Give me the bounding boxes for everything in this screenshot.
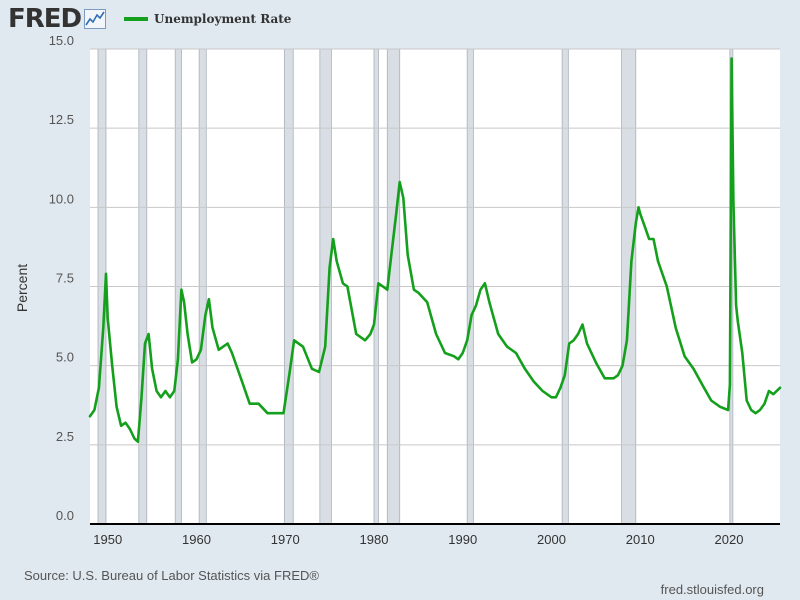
legend-label: Unemployment Rate [154, 12, 292, 26]
source-note: Source: U.S. Bureau of Labor Statistics … [24, 568, 319, 583]
fred-url-link[interactable]: fred.stlouisfed.org [660, 582, 764, 597]
y-tick-label: 12.5 [49, 112, 74, 127]
y-tick-label: 0.0 [56, 508, 74, 523]
y-tick-label: 15.0 [49, 33, 74, 48]
x-tick-label: 2010 [626, 532, 655, 547]
x-tick-label: 1970 [271, 532, 300, 547]
y-tick-label: 10.0 [49, 191, 74, 206]
chart-legend: Unemployment Rate [124, 12, 291, 26]
x-tick-label: 1980 [360, 532, 389, 547]
y-tick-label: 2.5 [56, 429, 74, 444]
x-tick-label: 1950 [93, 532, 122, 547]
y-tick-label: 5.0 [56, 350, 74, 365]
x-tick-label: 2000 [537, 532, 566, 547]
y-axis-title: Percent [14, 264, 30, 312]
series-line-unemployment-rate [88, 57, 782, 444]
fred-logo-text: FRED [8, 4, 82, 34]
x-tick-label: 2020 [715, 532, 744, 547]
fred-logo[interactable]: FRED [8, 4, 107, 34]
line-chart-icon [84, 9, 107, 29]
y-tick-label: 7.5 [56, 271, 74, 286]
x-tick-label: 1960 [182, 532, 211, 547]
x-tick-label: 1990 [448, 532, 477, 547]
legend-swatch [124, 17, 148, 21]
